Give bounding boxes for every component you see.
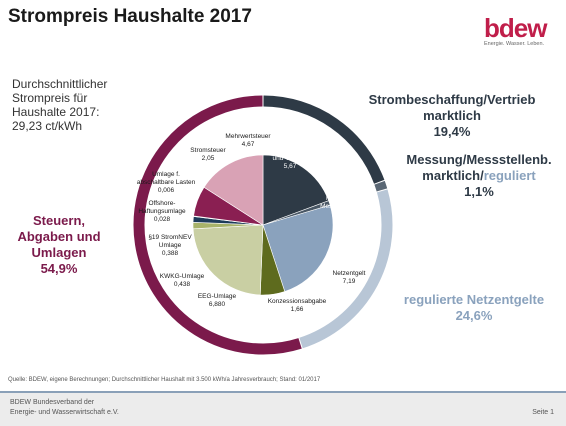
bdew-logo: bdew Energie. Wasser. Leben. — [484, 13, 558, 47]
logo-wordmark: bdew — [484, 13, 547, 43]
average-line: Haushalte 2017: — [12, 105, 100, 119]
ring-label-line: Umlagen — [31, 245, 87, 260]
ring-segment-3 — [133, 95, 302, 355]
pie-slice-label-6: §19 StromNEV Umlage 0,388 — [148, 234, 192, 257]
average-line: Durchschnittlicher — [12, 77, 108, 91]
ring-label-steuern: Steuern, Abgaben und Umlagen 54,9% — [4, 213, 114, 277]
footer-organization: BDEW Bundesverband der Energie- und Wass… — [10, 398, 119, 418]
logo-tagline: Energie. Wasser. Leben. — [484, 41, 545, 47]
pie-slice-10 — [203, 154, 264, 226]
ring-segment-1 — [374, 180, 388, 192]
pie-slice-label-8: Umlage f. abschaltbare Lasten 0,006 — [137, 171, 196, 194]
ring-label-strombeschaffung: Strombeschaffung/Vertrieb marktlich 19,4… — [352, 92, 552, 140]
ring-label-netzentgelte: regulierte Netzentgelte 24,6% — [384, 292, 564, 324]
footer-org-line: BDEW Bundesverband der — [10, 399, 95, 406]
ring-label-reguliert: reguliert — [483, 168, 536, 183]
source-footnote: Quelle: BDEW, eigene Berechnungen; Durch… — [8, 377, 321, 383]
ring-label-line: regulierte Netzentgelte — [403, 292, 545, 307]
ring-label-line: Messung/Messstellenb. — [406, 152, 552, 167]
pie-slice-label-0: Strombeschaffung und Vertrieb 5,67 — [264, 147, 317, 170]
ring-label-line: Steuern, — [32, 213, 85, 228]
pie-slice-label-5: KWKG-Umlage 0,438 — [160, 273, 205, 288]
pie-slice-label-10: Mehrwertsteuer 4,67 — [225, 133, 271, 148]
pie-slice-label-2: Netzentgelt 7,19 — [333, 270, 366, 285]
ring-label-percent: 19,4% — [433, 124, 471, 139]
pie-slice-label-1: Messung, Messstellenb. 0,31 — [320, 195, 360, 218]
average-price-note: Durchschnittlicher Strompreis für Hausha… — [12, 77, 162, 133]
page-number: Seite 1 — [532, 409, 554, 416]
ring-segment-0 — [263, 95, 385, 184]
pie-slice-label-4: EEG-Umlage 6,880 — [198, 293, 237, 308]
pie-slice-0 — [262, 154, 330, 226]
ring-label-messung: Messung/Messstellenb. marktlich/regulier… — [394, 152, 564, 200]
ring-label-percent: 1,1% — [464, 184, 494, 199]
average-line: 29,23 ct/kWh — [12, 119, 83, 133]
pie-slice-4 — [192, 224, 264, 296]
footer-org-line: Energie- und Wasserwirtschaft e.V. — [10, 409, 119, 416]
footer-bar: BDEW Bundesverband der Energie- und Wass… — [0, 391, 566, 426]
ring-label-marktlich: marktlich/ — [422, 168, 484, 183]
ring-label-percent: 24,6% — [455, 308, 493, 323]
ring-label-line: marktlich — [423, 108, 481, 123]
pie-slice-label-9: Stromsteuer 2,05 — [190, 147, 226, 162]
ring-label-line: Abgaben und — [17, 229, 101, 244]
pie-slice-label-3: Konzessionsabgabe 1,66 — [268, 298, 327, 313]
ring-label-line: Strombeschaffung/Vertrieb — [368, 92, 536, 107]
pie-slice-2 — [262, 204, 334, 292]
ring-label-line: marktlich/reguliert — [394, 168, 564, 184]
ring-label-percent: 54,9% — [40, 261, 78, 276]
pie-slice-label-7: Offshore-Haftungsumlage 0,028 — [138, 200, 186, 223]
slide-title: Strompreis Haushalte 2017 — [8, 6, 252, 27]
average-line: Strompreis für — [12, 91, 88, 105]
ring-segment-2 — [299, 189, 393, 349]
